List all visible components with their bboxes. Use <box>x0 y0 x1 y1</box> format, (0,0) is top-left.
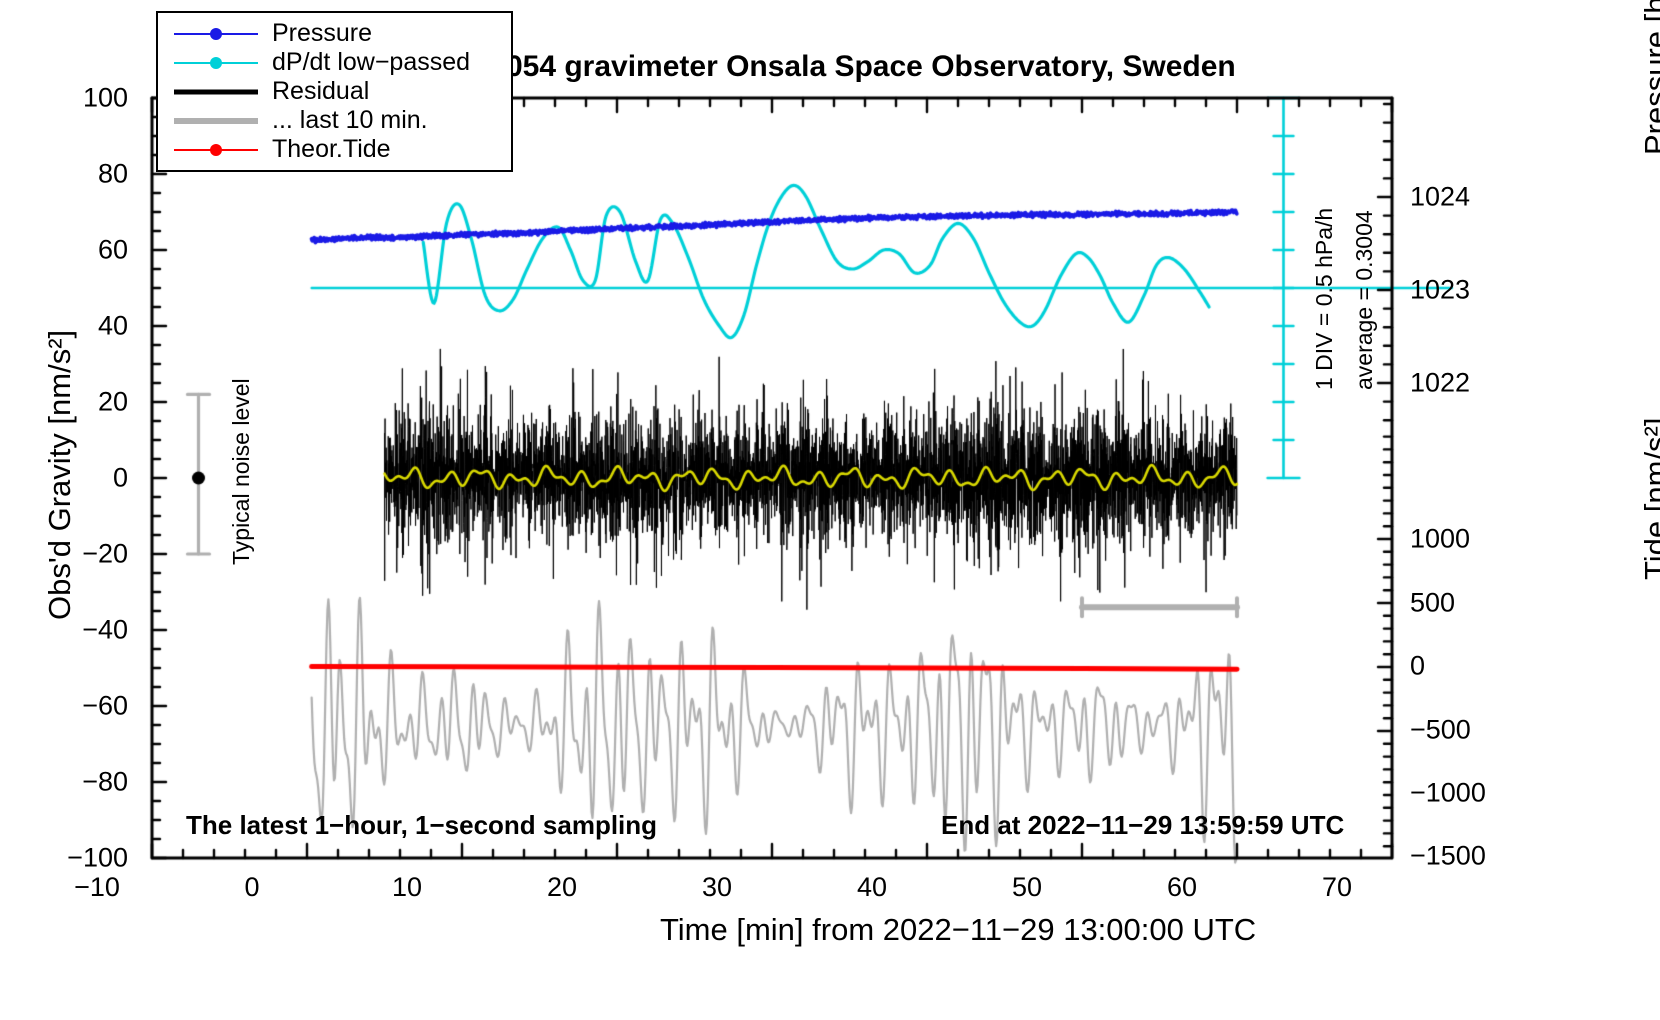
y-axis-right-pressure-label: Pressure [hPa] <box>1638 0 1660 155</box>
legend-label-theor-tide: Theor.Tide <box>272 135 391 163</box>
y-tick-pressure-0: 1024 <box>1410 181 1471 212</box>
y-tick-left-1: 80 <box>97 158 128 189</box>
x-tick-8: 70 <box>1321 872 1353 902</box>
y-tick-left-0: 100 <box>82 82 128 113</box>
x-tick-5: 40 <box>856 872 888 902</box>
y-tick-left-8: −60 <box>82 690 128 721</box>
x-tick-6: 50 <box>1011 872 1043 902</box>
y-tick-tide-1: 500 <box>1410 587 1456 618</box>
y-tick-left-5: 0 <box>112 462 128 493</box>
annotation-average: average = 0.3004 <box>1351 210 1377 390</box>
y-tick-left-3: 40 <box>97 310 128 341</box>
legend-swatch-last10 <box>174 111 258 131</box>
legend-label-pressure: Pressure <box>272 19 373 47</box>
annotation-end-time: End at 2022−11−29 13:59:59 UTC <box>941 810 1345 840</box>
y-tick-pressure-1: 1023 <box>1410 274 1471 305</box>
y-tick-left-7: −40 <box>82 614 128 645</box>
y-tick-left-2: 60 <box>97 234 128 265</box>
y-tick-tide-5: −1500 <box>1410 840 1486 871</box>
x-tick-1: 0 <box>244 872 260 902</box>
annotation-typical-noise-level: Typical noise level <box>228 378 254 565</box>
y-tick-tide-2: 0 <box>1410 650 1426 681</box>
legend-label-dpdt: dP/dt low−passed <box>272 48 471 76</box>
x-tick-3: 20 <box>546 872 578 902</box>
legend-item-residual: Residual <box>158 77 511 106</box>
y-axis-right-tide-label: Tide [nm/s²] <box>1638 417 1660 581</box>
y-tick-left-6: −20 <box>82 538 128 569</box>
legend-item-pressure: Pressure <box>158 19 511 48</box>
legend-swatch-dpdt <box>174 53 258 73</box>
y-tick-left-4: 20 <box>97 386 128 417</box>
legend-label-residual: Residual <box>272 77 370 105</box>
x-tick-0: −10 <box>74 872 120 902</box>
page-title: SCG_054 gravimeter Onsala Space Observat… <box>424 50 1236 83</box>
y-tick-tide-4: −1000 <box>1410 777 1486 808</box>
legend-swatch-pressure <box>174 24 258 44</box>
annotation-latest-sampling: The latest 1−hour, 1−second sampling <box>186 810 658 840</box>
legend-item-dpdt: dP/dt low−passed <box>158 48 511 77</box>
legend-item-last10: ... last 10 min. <box>158 106 511 135</box>
legend: Pressure dP/dt low−passed Residual ... l… <box>156 11 513 172</box>
legend-item-theor-tide: Theor.Tide <box>158 135 511 164</box>
x-tick-7: 60 <box>1166 872 1198 902</box>
y-tick-left-9: −80 <box>82 766 128 797</box>
legend-swatch-residual <box>174 82 258 102</box>
annotation-div-scale: 1 DIV = 0.5 hPa/h <box>1311 207 1337 390</box>
y-tick-left-10: −100 <box>67 842 128 873</box>
y-tick-pressure-2: 1022 <box>1410 367 1471 398</box>
legend-label-last10: ... last 10 min. <box>272 106 428 134</box>
y-tick-tide-3: −500 <box>1410 714 1471 745</box>
y-tick-tide-0: 1000 <box>1410 523 1471 554</box>
legend-swatch-theor-tide <box>174 140 258 160</box>
x-tick-4: 30 <box>701 872 733 902</box>
x-axis-label: Time [min] from 2022−11−29 13:00:00 UTC <box>660 912 1257 947</box>
x-tick-2: 10 <box>391 872 423 902</box>
